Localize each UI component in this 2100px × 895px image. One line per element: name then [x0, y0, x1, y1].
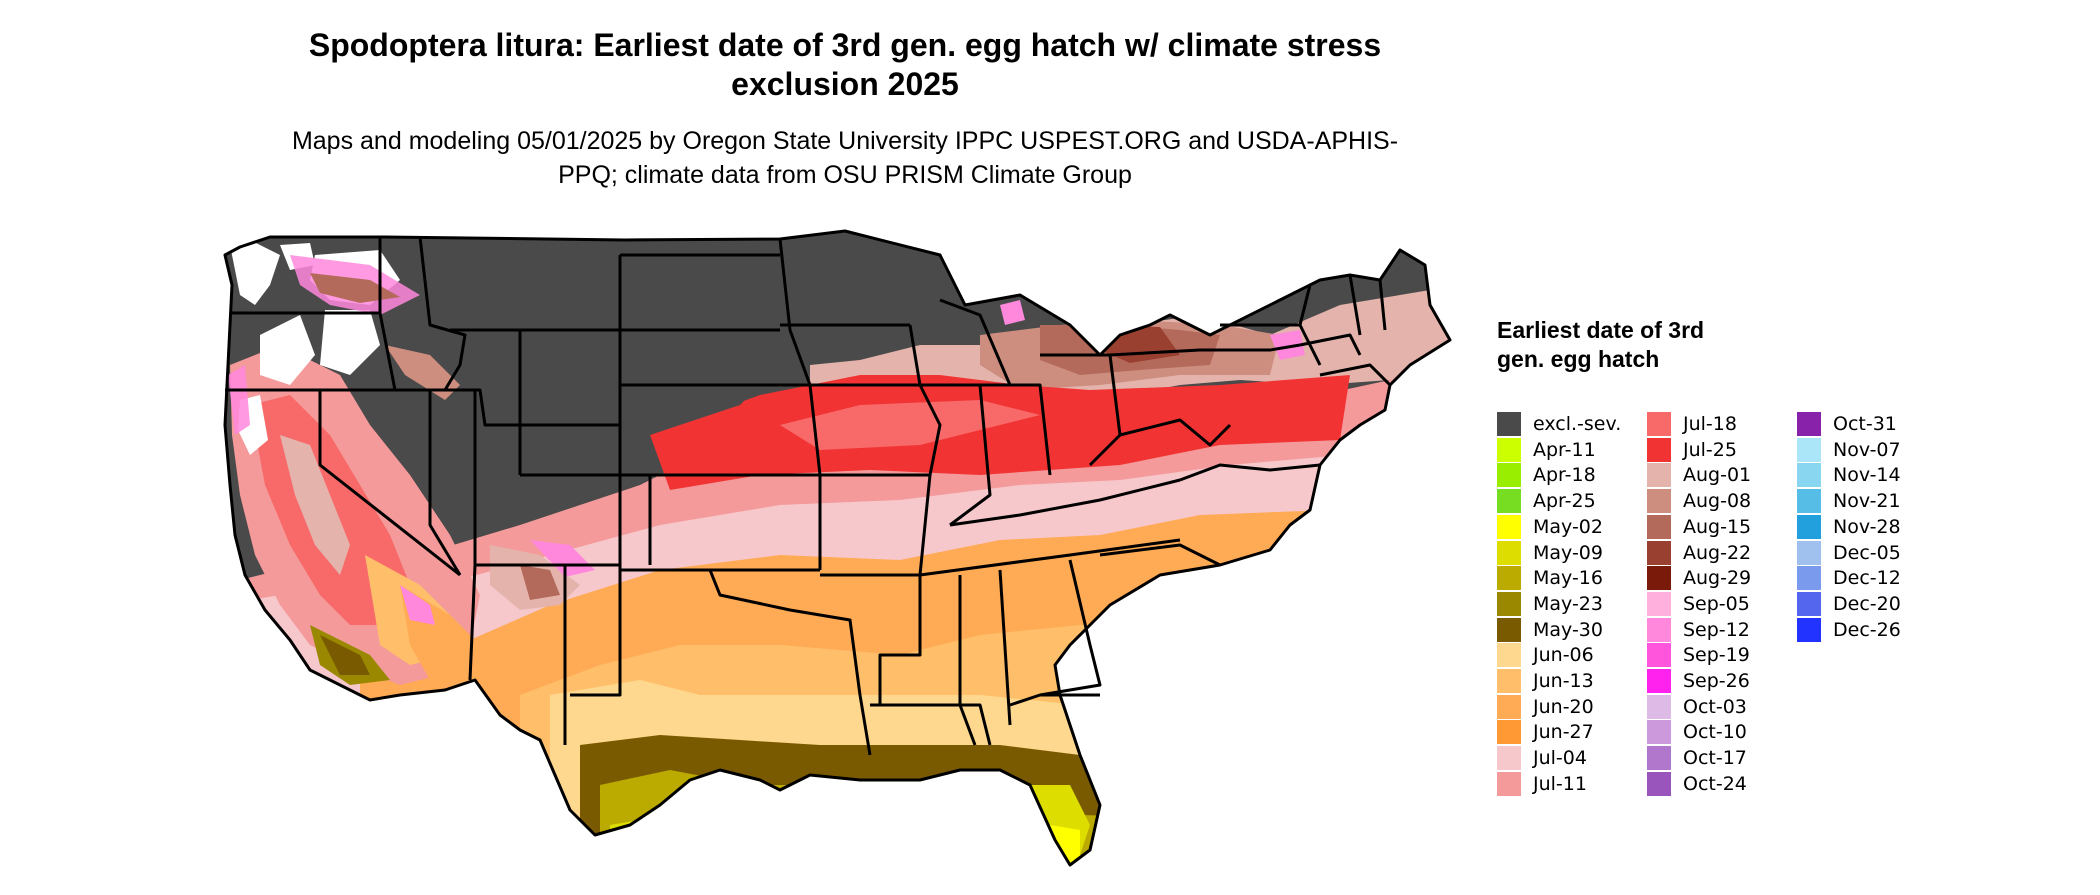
map-title: Spodoptera litura: Earliest date of 3rd …: [308, 27, 1382, 102]
legend-swatch: [1647, 463, 1671, 488]
state-boundaries: [223, 229, 1452, 867]
legend-swatch: [1497, 591, 1521, 616]
legend-label: Jul-04: [1533, 747, 1587, 770]
legend-label: Apr-11: [1533, 438, 1596, 461]
legend-swatch: [1647, 720, 1671, 745]
legend-swatch: [1647, 489, 1671, 514]
legend-label: Apr-18: [1533, 464, 1596, 487]
legend-swatch: [1647, 412, 1671, 436]
legend-label: Dec-26: [1833, 618, 1901, 641]
legend-label: Jul-18: [1683, 413, 1737, 435]
legend-label: Aug-08: [1683, 490, 1752, 513]
legend-swatch: [1797, 437, 1821, 462]
legend-swatch: [1497, 463, 1521, 488]
legend-label: Oct-24: [1683, 772, 1747, 795]
legend-swatch: [1497, 669, 1521, 693]
legend-swatch: [1497, 566, 1521, 591]
legend-label: Nov-14: [1833, 464, 1901, 487]
legend-swatch: [1797, 412, 1821, 436]
legend-label: Nov-07: [1833, 438, 1901, 461]
legend-swatch: [1497, 720, 1521, 745]
legend-label: Dec-12: [1833, 567, 1901, 590]
legend-label: Oct-10: [1683, 721, 1747, 744]
legend-swatch: [1797, 566, 1821, 591]
legend-label: Jun-27: [1533, 721, 1594, 744]
legend-swatch: [1497, 694, 1521, 719]
legend-label: Aug-15: [1683, 515, 1752, 538]
legend-swatch: [1647, 437, 1671, 462]
legend-swatch: [1497, 617, 1521, 642]
legend-label: May-16: [1533, 567, 1603, 590]
legend-label: Aug-01: [1683, 464, 1752, 487]
legend-swatch: [1647, 617, 1671, 642]
map-subtitle: Maps and modeling 05/01/2025 by Oregon S…: [291, 127, 1399, 189]
legend-label: Dec-20: [1833, 592, 1901, 615]
legend-swatch: [1647, 514, 1671, 539]
legend-label: Oct-03: [1683, 695, 1747, 718]
legend-swatch: [1497, 746, 1521, 771]
legend-swatch: [1797, 540, 1821, 565]
legend-swatch: [1797, 463, 1821, 488]
legend-swatch: [1647, 746, 1671, 771]
legend-label: Sep-19: [1683, 644, 1750, 667]
legend: Earliest date of 3rd gen. egg hatch excl…: [1497, 316, 1901, 796]
legend-label: Apr-25: [1533, 490, 1596, 513]
legend-label: excl.-sev.: [1533, 413, 1622, 435]
title-block: Spodoptera litura: Earliest date of 3rd …: [280, 26, 1410, 192]
legend-label: Oct-31: [1833, 413, 1897, 435]
legend-label: May-23: [1533, 592, 1603, 615]
legend-swatch: [1497, 412, 1521, 436]
legend-swatch: [1497, 643, 1521, 668]
legend-label: May-09: [1533, 541, 1603, 564]
legend-swatch: [1497, 540, 1521, 565]
legend-label: Jun-06: [1533, 644, 1594, 667]
us-map: [223, 229, 1452, 867]
legend-swatch: [1797, 591, 1821, 616]
legend-label: Jul-25: [1683, 438, 1737, 461]
legend-swatch: [1797, 489, 1821, 514]
legend-label: Oct-17: [1683, 747, 1747, 770]
legend-label: Aug-22: [1683, 541, 1752, 564]
legend-swatch: [1647, 669, 1671, 693]
legend-title: Earliest date of 3rd gen. egg hatch: [1497, 317, 1705, 372]
legend-swatch: [1497, 489, 1521, 514]
legend-swatch: [1647, 771, 1671, 796]
legend-label: Aug-29: [1683, 567, 1752, 590]
legend-label: Sep-26: [1683, 670, 1750, 692]
legend-swatch: [1647, 566, 1671, 591]
legend-label: Jun-13: [1533, 670, 1594, 692]
legend-label: May-02: [1533, 515, 1603, 538]
legend-swatch: [1647, 643, 1671, 668]
legend-swatch: [1497, 437, 1521, 462]
legend-label: May-30: [1533, 618, 1603, 641]
legend-swatch: [1797, 617, 1821, 642]
legend-label: Sep-12: [1683, 618, 1750, 641]
legend-label: Sep-05: [1683, 592, 1750, 615]
legend-swatch: [1647, 694, 1671, 719]
legend-label: Nov-28: [1833, 515, 1901, 538]
legend-swatch: [1647, 591, 1671, 616]
legend-label: Jun-20: [1533, 695, 1594, 718]
legend-label: Dec-05: [1833, 541, 1901, 564]
legend-swatch: [1797, 514, 1821, 539]
legend-label: Jul-11: [1533, 772, 1587, 795]
legend-label: Nov-21: [1833, 490, 1901, 513]
legend-swatch: [1497, 514, 1521, 539]
legend-swatch: [1497, 771, 1521, 796]
legend-swatch: [1647, 540, 1671, 565]
